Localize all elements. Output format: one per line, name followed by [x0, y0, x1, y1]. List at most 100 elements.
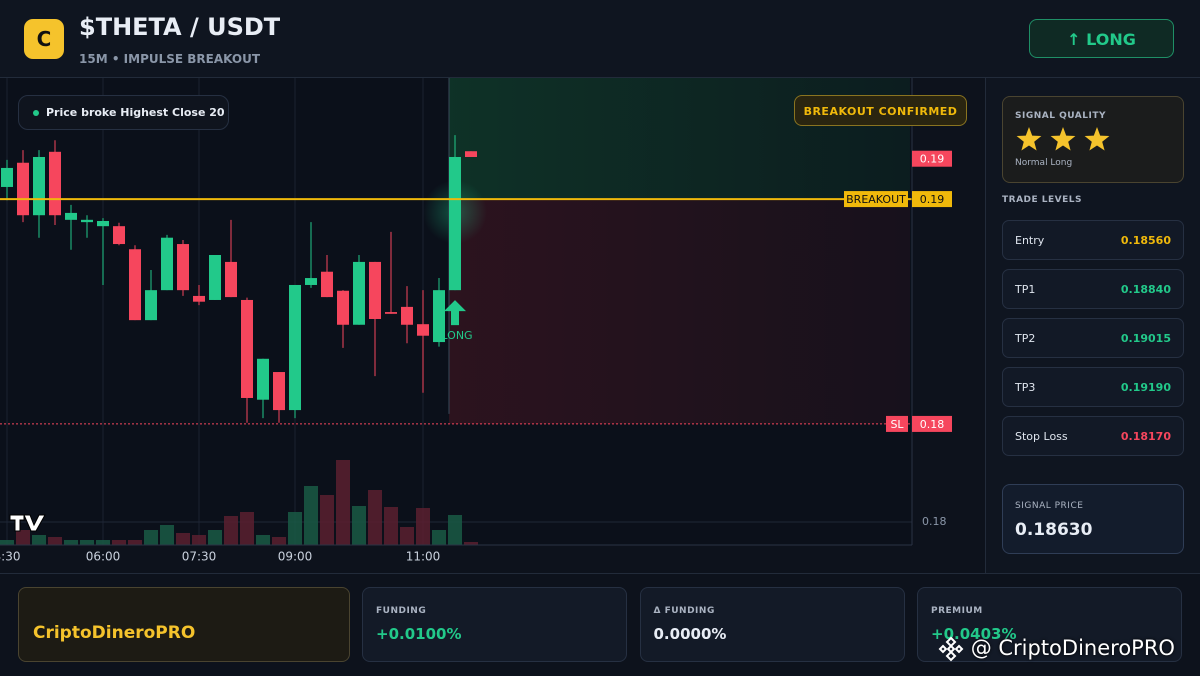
- volume-bar: [16, 530, 30, 545]
- x-tick-label: 4:30: [0, 550, 20, 564]
- candle-body: [305, 278, 317, 285]
- last-price: 0.19: [920, 153, 945, 166]
- volume-bar: [32, 535, 46, 545]
- volume-bar: [96, 540, 110, 545]
- candle-body: [401, 306, 413, 325]
- volume-bar: [416, 508, 430, 545]
- volume-bar: [160, 525, 174, 545]
- level-name: TP2: [1015, 332, 1036, 345]
- level-row: TP1 0.18840: [1002, 269, 1184, 309]
- level-price: 0.18: [920, 418, 945, 431]
- candle-body: [353, 261, 365, 325]
- candle-body: [417, 324, 429, 336]
- candle-body: [257, 358, 269, 400]
- stat-card: Δ FUNDING 0.0000%: [639, 587, 905, 662]
- levels-title: TRADE LEVELS: [1002, 195, 1082, 205]
- volume-bar: [336, 460, 350, 545]
- level-name: SL: [890, 418, 904, 431]
- tv-logo: [9, 514, 46, 532]
- volume-bar: [272, 537, 286, 545]
- candle-body: [33, 156, 45, 216]
- stars: [1016, 127, 1110, 151]
- logo: C: [24, 19, 64, 59]
- candle-body: [129, 249, 141, 321]
- volume-bar: [304, 486, 318, 545]
- signal-arrow: [444, 300, 466, 326]
- legend-text: Price broke Highest Close 20: [46, 106, 225, 119]
- candle-body: [65, 212, 77, 220]
- volume-bar: [448, 515, 462, 545]
- volume-bar: [288, 512, 302, 545]
- risk-zone: [449, 199, 910, 424]
- candle-body: [209, 254, 221, 300]
- quality-caption: Normal Long: [1015, 158, 1073, 168]
- long-button[interactable]: ↑ LONG: [1029, 19, 1174, 58]
- stat-value: +0.0100%: [376, 625, 462, 643]
- x-tick-label: 09:00: [278, 550, 313, 564]
- volume-bar: [224, 516, 238, 545]
- candle-body: [177, 244, 189, 291]
- level-row: Entry 0.18560: [1002, 220, 1184, 260]
- x-tick-label: 07:30: [182, 550, 217, 564]
- candle-body: [449, 156, 461, 291]
- candle-body: [385, 312, 397, 314]
- title: $THETA / USDT: [79, 13, 281, 41]
- candle-body: [1, 167, 13, 187]
- level-value: 0.19190: [1120, 381, 1171, 394]
- x-tick-label: 06:00: [86, 550, 121, 564]
- candle-body: [241, 299, 253, 398]
- candle-body: [113, 226, 125, 245]
- volume-bar: [256, 535, 270, 545]
- volume-bar: [208, 530, 222, 545]
- stat-title: Δ FUNDING: [653, 606, 715, 616]
- volume-bar: [176, 533, 190, 545]
- level-value: 0.19015: [1120, 332, 1171, 345]
- volume-bar: [144, 530, 158, 545]
- volume-bar: [64, 540, 78, 545]
- candle-body: [273, 372, 285, 411]
- x-tick-label: 11:00: [406, 550, 441, 564]
- breakout-badge: BREAKOUT CONFIRMED: [794, 95, 967, 126]
- level-name: TP1: [1015, 283, 1036, 296]
- candle-body: [225, 261, 237, 298]
- watermark-text: @ CriptoDineroPRO: [970, 636, 1175, 660]
- level-name-bg: [886, 415, 908, 432]
- legend-chip: Price broke Highest Close 20: [18, 95, 229, 130]
- volume-bar: [432, 530, 446, 545]
- candle-body: [369, 261, 381, 319]
- candle-body: [337, 290, 349, 325]
- level-name: BREAKOUT: [846, 193, 906, 206]
- candle-body: [465, 151, 477, 157]
- candle-body: [289, 284, 301, 411]
- level-row: TP2 0.19015: [1002, 318, 1184, 358]
- last-price-bg: [912, 150, 952, 167]
- stat-title: PREMIUM: [931, 606, 983, 616]
- candle-body: [81, 219, 93, 223]
- level-value: 0.18560: [1120, 234, 1171, 247]
- candle-body: [321, 271, 333, 298]
- candle-body: [49, 151, 61, 216]
- level-value: 0.18840: [1120, 283, 1171, 296]
- candle-body: [433, 290, 445, 343]
- candle-body: [145, 290, 157, 321]
- star: [1050, 127, 1076, 151]
- volume-bar: [384, 507, 398, 545]
- volume-bar: [0, 540, 14, 545]
- brand-card: CriptoDineroPRO: [18, 587, 350, 662]
- header: C $THETA / USDT 15M • IMPULSE BREAKOUT ↑…: [0, 0, 1200, 78]
- volume-bar: [192, 535, 206, 545]
- subtitle: 15M • IMPULSE BREAKOUT: [79, 52, 261, 66]
- volume-bar: [464, 542, 478, 545]
- stat-card: FUNDING +0.0100%: [362, 587, 627, 662]
- chart: LONG 4:30 06:00 07:30 09:00 11:00 0.18 BREAKOU…: [0, 78, 952, 564]
- star: [1084, 127, 1110, 151]
- level-name: Entry: [1015, 234, 1045, 247]
- signal-price-value: 0.18630: [1015, 520, 1093, 540]
- candle-body: [193, 295, 205, 302]
- quality-box: SIGNAL QUALITY Normal Long: [1002, 96, 1184, 183]
- level-price-bg: [912, 415, 952, 432]
- level-price-bg: [912, 191, 952, 208]
- signal-price-box: SIGNAL PRICE 0.18630: [1002, 484, 1184, 554]
- volume-bar: [48, 537, 62, 545]
- candle-body: [17, 162, 29, 216]
